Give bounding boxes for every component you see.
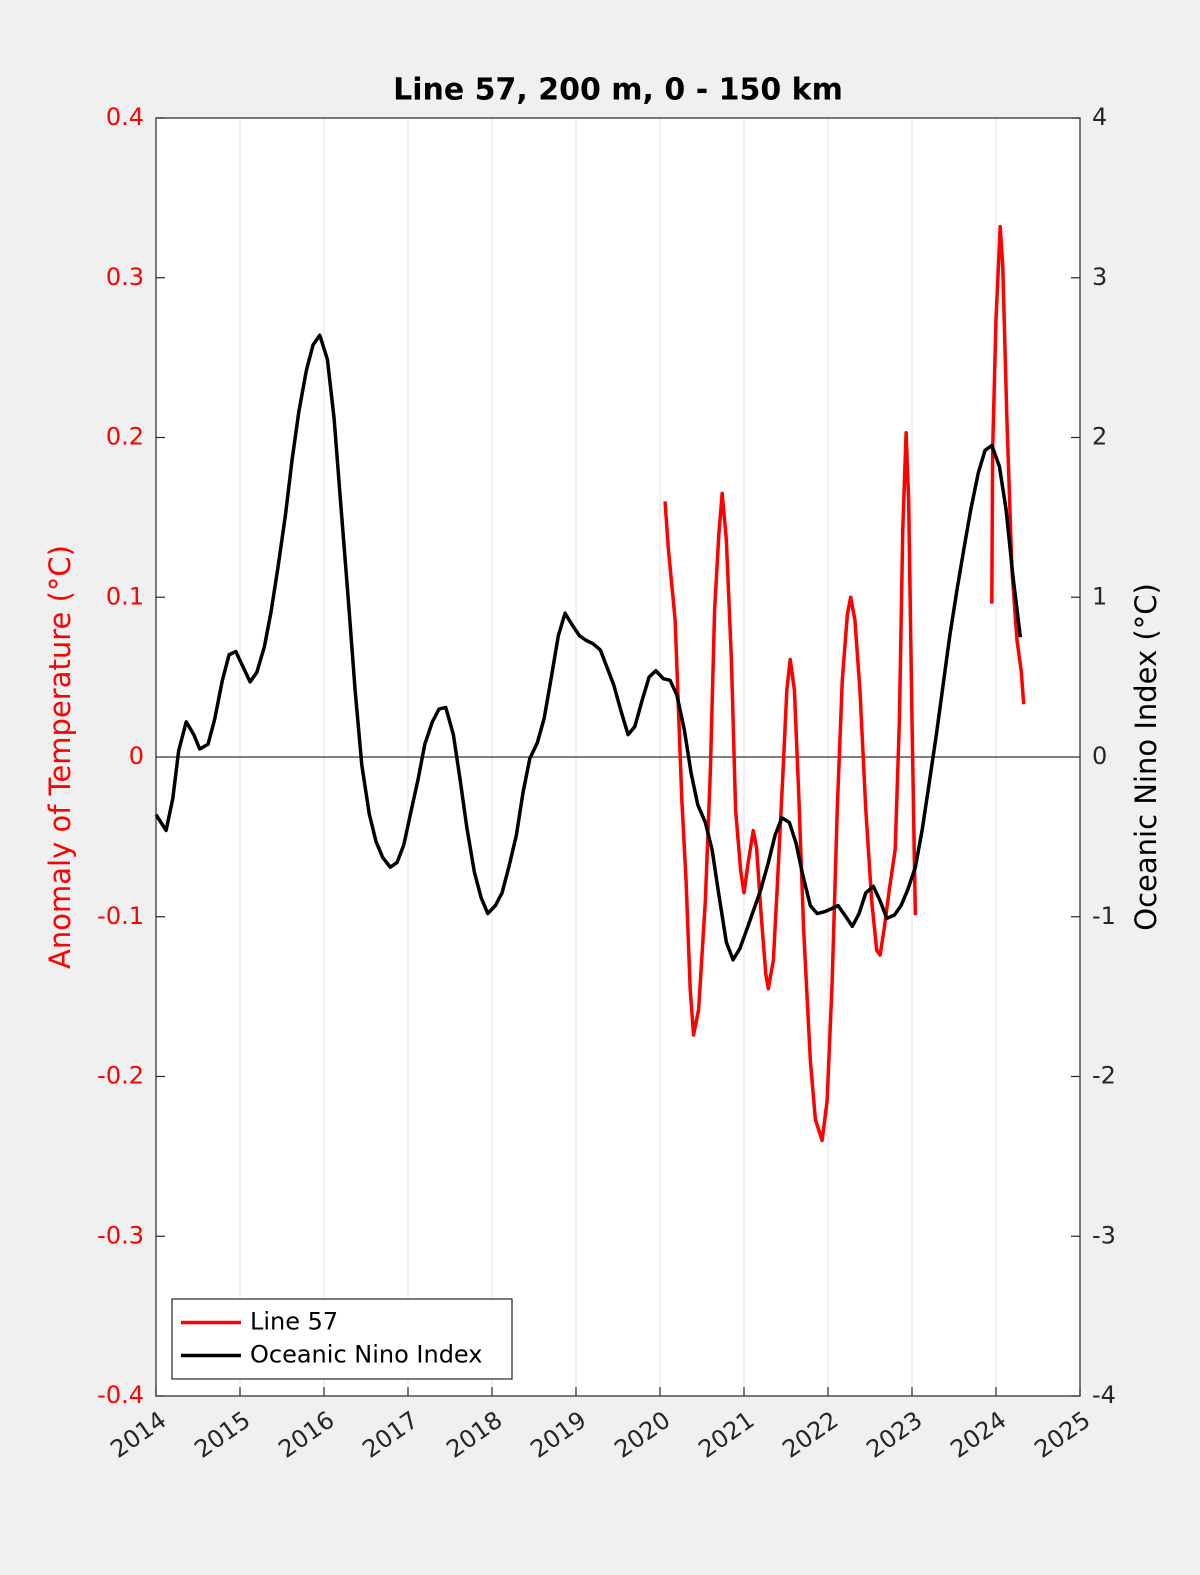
- x-tick-label: 2018: [441, 1406, 507, 1464]
- y-tick-label: 0: [129, 742, 144, 770]
- x-tick-label: 2019: [525, 1406, 591, 1464]
- series-line: [663, 224, 1026, 1143]
- y-tick-label: -0.3: [97, 1221, 144, 1249]
- y-tick-label: 0.1: [106, 582, 144, 610]
- y2-tick-label: 0: [1092, 742, 1107, 770]
- x-tick-label: 2016: [273, 1406, 339, 1464]
- x-tick-label: 2017: [357, 1406, 423, 1464]
- y-axis-label: Anomaly of Temperature (°C): [43, 545, 77, 969]
- x-tick-label: 2025: [1029, 1406, 1095, 1464]
- legend-label: Oceanic Nino Index: [250, 1341, 482, 1369]
- y2-tick-label: -1: [1092, 902, 1116, 930]
- x-tick-label: 2021: [693, 1406, 759, 1464]
- y-tick-label: 0.3: [106, 263, 144, 291]
- legend-box: [171, 1298, 513, 1380]
- y-tick-label: -0.4: [97, 1381, 144, 1409]
- y-tick-label: 0.2: [106, 423, 144, 451]
- y2-tick-label: 3: [1092, 263, 1107, 291]
- x-tick-label: 2014: [105, 1406, 171, 1464]
- y-tick-label: 0.4: [106, 103, 144, 131]
- y-tick-label: -0.1: [97, 902, 144, 930]
- y2-tick-label: -3: [1092, 1221, 1116, 1249]
- y2-tick-label: -2: [1092, 1062, 1116, 1090]
- x-tick-label: 2023: [861, 1406, 927, 1464]
- y2-tick-label: 1: [1092, 582, 1107, 610]
- chart-title: Line 57, 200 m, 0 - 150 km: [393, 73, 843, 108]
- y2-tick-label: 4: [1092, 103, 1107, 131]
- y-tick-label: -0.2: [97, 1062, 144, 1090]
- series-line: [154, 333, 1023, 962]
- x-tick-label: 2015: [189, 1406, 255, 1464]
- lines: [154, 224, 1026, 1143]
- x-tick-label: 2024: [945, 1406, 1011, 1464]
- legend-label: Line 57: [250, 1308, 338, 1336]
- y2-tick-label: -4: [1092, 1381, 1116, 1409]
- x-tick-label: 2022: [777, 1406, 843, 1464]
- y2-tick-label: 2: [1092, 423, 1107, 451]
- x-tick-label: 2020: [609, 1406, 675, 1464]
- y2-axis-label: Oceanic Nino Index (°C): [1129, 583, 1163, 931]
- legend: Line 57 Oceanic Nino Index: [171, 1298, 513, 1380]
